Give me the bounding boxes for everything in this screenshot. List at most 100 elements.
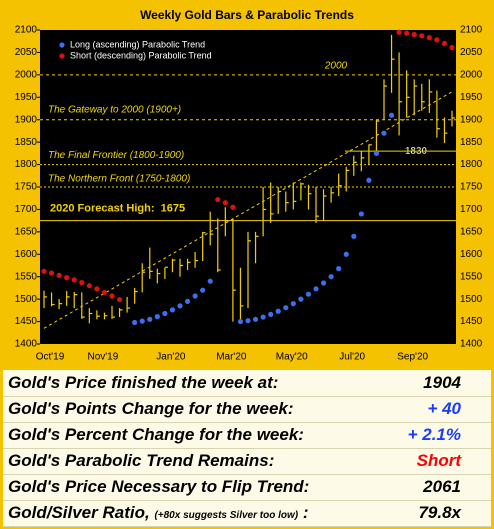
y2-tick-label: 1500 <box>460 294 483 305</box>
y-tick-label: 1850 <box>15 137 38 148</box>
parabolic-dot <box>373 150 380 156</box>
row-label: Gold/Silver Ratio, (+80x suggests Silver… <box>8 500 309 529</box>
reference-label: 2000 <box>324 60 348 71</box>
legend-marker <box>59 42 65 48</box>
parabolic-dot <box>351 233 357 239</box>
reference-label: 2020 Forecast High: 1675 <box>50 203 185 215</box>
parabolic-dot <box>283 305 289 311</box>
y2-tick-label: 1400 <box>460 339 483 350</box>
x-tick-label: Mar'20 <box>216 352 247 363</box>
label-text: Gold's Percent Change for the week: <box>8 425 304 444</box>
parabolic-dot <box>388 112 395 118</box>
reference-label: The Northern Front (1750-1800) <box>48 174 190 185</box>
y-tick-label: 2050 <box>15 47 38 58</box>
parabolic-dot <box>79 279 85 286</box>
y-tick-label: 2000 <box>15 69 38 80</box>
row-value: + 2.1% <box>407 425 461 444</box>
parabolic-dot <box>230 204 236 210</box>
y-tick-label: 1700 <box>15 204 38 215</box>
trend-line <box>43 90 455 329</box>
chart-title: Weekly Gold Bars & Parabolic Trends <box>140 8 354 22</box>
parabolic-dot <box>419 33 425 39</box>
parabolic-dot <box>71 277 77 283</box>
parabolic-dot <box>449 44 455 51</box>
reference-label: 1830 <box>405 146 428 157</box>
y2-tick-label: 1850 <box>460 137 483 148</box>
parabolic-dot <box>132 319 138 326</box>
y2-tick-label: 2000 <box>460 69 483 80</box>
parabolic-dot <box>441 40 448 47</box>
x-tick-label: May'20 <box>276 352 308 363</box>
parabolic-dot <box>192 293 198 299</box>
y2-tick-label: 1750 <box>460 182 483 193</box>
legend-label: Long (ascending) Parabolic Trend <box>70 39 205 49</box>
parabolic-dot <box>343 251 349 257</box>
parabolic-dot <box>237 318 244 325</box>
parabolic-dot <box>426 35 432 41</box>
row-value: 1904 <box>423 373 461 392</box>
parabolic-dot <box>162 310 168 317</box>
table-row: Gold's Points Change for the week: + 40 <box>3 396 491 423</box>
table-row: Gold's Percent Change for the week: + 2.1… <box>3 422 491 449</box>
parabolic-dot <box>154 314 160 320</box>
row-value: + 40 <box>427 399 461 418</box>
parabolic-dot <box>252 316 259 322</box>
parabolic-dot <box>177 303 183 309</box>
summary-table: Gold's Price finished the week at: 1904 Go… <box>3 370 491 527</box>
parabolic-dot <box>169 307 176 313</box>
parabolic-dot <box>275 308 281 314</box>
table-row: Gold/Silver Ratio, (+80x suggests Silver… <box>3 500 491 527</box>
parabolic-dot <box>434 37 440 43</box>
label-text: Gold's Parabolic Trend Remains: <box>8 451 275 470</box>
reference-label: The Final Frontier (1800-1900) <box>48 150 184 161</box>
label-text: Gold's Price Necessary to Flip Trend: <box>8 477 310 496</box>
y-tick-label: 1450 <box>15 316 38 327</box>
parabolic-dot <box>336 266 342 272</box>
parabolic-dot <box>328 274 334 280</box>
y2-tick-label: 1600 <box>460 249 483 260</box>
y2-tick-label: 1950 <box>460 92 483 103</box>
row-value: Short <box>416 451 461 470</box>
y-tick-label: 1650 <box>15 226 38 237</box>
parabolic-dot <box>109 293 115 299</box>
parabolic-dot <box>290 301 296 307</box>
parabolic-dot <box>94 286 100 292</box>
row-value: 79.8x <box>418 503 461 522</box>
y-tick-label: 1500 <box>15 294 38 305</box>
y-tick-label: 1600 <box>15 249 38 260</box>
table-row: Gold's Price finished the week at: 1904 <box>3 370 491 397</box>
parabolic-dot <box>48 270 55 276</box>
parabolic-dot <box>215 196 221 203</box>
parabolic-dot <box>260 314 266 320</box>
y2-tick-label: 2050 <box>460 47 483 58</box>
y2-tick-label: 1550 <box>460 271 483 282</box>
parabolic-dot <box>184 298 191 304</box>
parabolic-dot <box>41 268 47 274</box>
parabolic-dot <box>207 278 213 284</box>
reference-label: The Gateway to 2000 (1900+) <box>48 104 181 115</box>
chart: Weekly Gold Bars & Parabolic Trends 1400… <box>15 8 483 363</box>
parabolic-dot <box>139 318 145 324</box>
y2-tick-label: 1650 <box>460 226 483 237</box>
parabolic-dot <box>381 130 387 136</box>
y-tick-label: 1800 <box>15 159 38 170</box>
table-row: Gold's Price Necessary to Flip Trend: 206… <box>3 474 491 501</box>
parabolic-dot <box>64 275 70 281</box>
parabolic-dot <box>116 296 123 303</box>
y-tick-label: 1950 <box>15 92 38 103</box>
row-label: Gold's Price finished the week at: <box>8 370 278 396</box>
y-tick-label: 1900 <box>15 114 38 125</box>
y-tick-label: 2100 <box>15 25 38 36</box>
y2-tick-label: 1700 <box>460 204 483 215</box>
parabolic-dot <box>101 289 108 296</box>
parabolic-dot <box>404 30 410 36</box>
label-text: Gold/Silver Ratio, <box>8 503 150 522</box>
y2-tick-label: 2100 <box>460 25 483 36</box>
parabolic-dot <box>200 287 206 293</box>
parabolic-dot <box>245 318 251 324</box>
row-label: Gold's Percent Change for the week: <box>8 422 304 448</box>
y-tick-label: 1550 <box>15 271 38 282</box>
parabolic-dot <box>147 316 153 322</box>
parabolic-dot <box>320 280 327 286</box>
